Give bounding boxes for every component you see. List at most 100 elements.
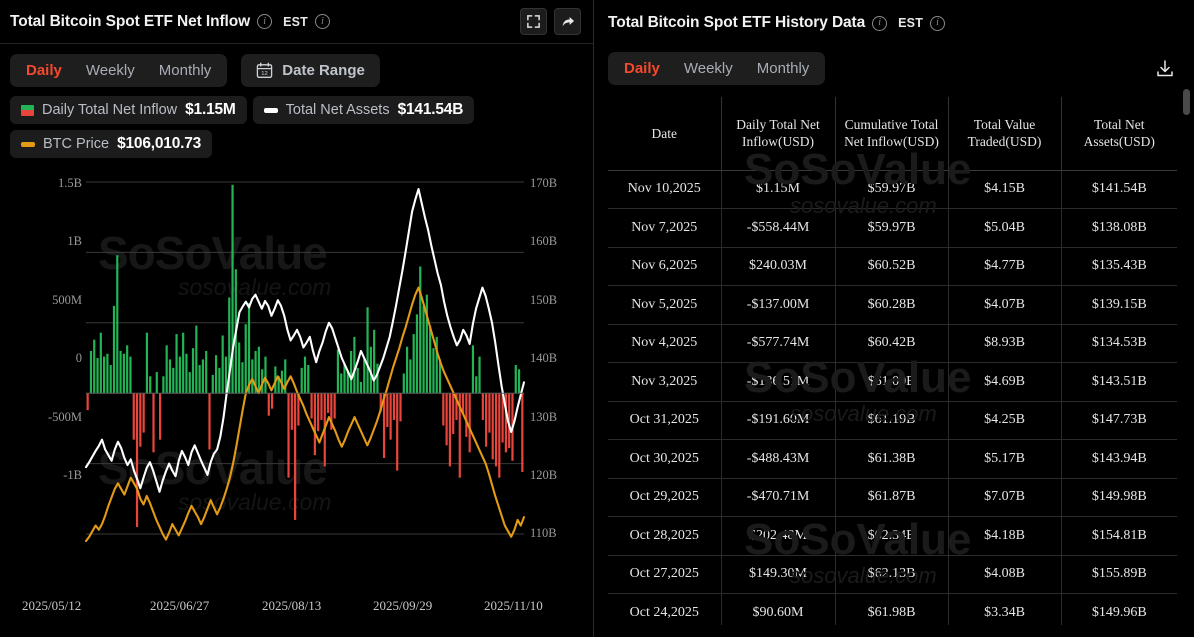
x-axis-tick-3: 2025/09/29 [373,598,433,613]
table-row[interactable]: Oct 29,2025 -$470.71M $61.87B $7.07B $149.98… [608,478,1177,517]
cell-total-net-assets: $149.96B [1061,593,1177,625]
table-row[interactable]: Nov 3,2025 -$186.51M $61.00B $4.69B $143.51B [608,362,1177,402]
cell-total-value-traded: $7.07B [948,478,1062,517]
history-tab-daily[interactable]: Daily [624,59,660,77]
table-row[interactable]: Oct 28,2025 $202.48M $62.34B $4.18B $154.81B [608,516,1177,556]
table-row[interactable]: Nov 10,2025 $1.15M $59.97B $4.15B $141.54B [608,169,1177,209]
col-header-cumulative-net-inflow[interactable]: Cumulative Total Net Inflow(USD) [835,97,949,171]
table-row[interactable]: Nov 7,2025 -$558.44M $59.97B $5.04B $138.08B [608,208,1177,248]
tab-monthly[interactable]: Monthly [158,61,212,79]
cell-cumulative-net-inflow: $59.97B [835,208,949,248]
cell-total-value-traded: $4.25B [948,401,1062,440]
cell-cumulative-net-inflow: $62.34B [835,516,949,556]
cell-cumulative-net-inflow: $59.97B [835,169,949,209]
cell-daily-net-inflow: $149.30M [721,555,836,594]
cell-cumulative-net-inflow: $62.13B [835,555,949,594]
table-row[interactable]: Nov 5,2025 -$137.00M $60.28B $4.07B $139.15B [608,285,1177,325]
table-row[interactable]: Oct 31,2025 -$191.60M $61.19B $4.25B $147.73… [608,401,1177,440]
history-panel-header: Total Bitcoin Spot ETF History Data i ES… [594,0,1194,46]
history-table-container[interactable]: SoSoValue sosovalue.com SoSoValue sosova… [594,85,1194,625]
history-timezone-info-circle-icon[interactable]: i [930,15,946,31]
y2-axis-tick-1: 160B [530,234,558,248]
net-inflow-chart[interactable]: SoSoValue sosovalue.com SoSoValue sosova… [0,166,594,586]
col-header-total-net-assets[interactable]: Total Net Assets(USD) [1061,97,1177,171]
cell-date: Oct 24,2025 [608,593,722,625]
table-row[interactable]: Nov 6,2025 $240.03M $60.52B $4.77B $135.43B [608,247,1177,286]
legend-label-total-net-assets: Total Net Assets [285,102,390,118]
y2-axis-tick-2: 150B [530,293,558,307]
table-header-row: Date Daily Total Net Inflow(USD) Cumulat… [608,97,1177,171]
page-title: Total Bitcoin Spot ETF Net Inflow [10,12,251,30]
cell-cumulative-net-inflow: $61.98B [835,593,949,625]
cell-total-net-assets: $143.94B [1061,439,1177,479]
cell-date: Oct 31,2025 [608,401,722,440]
cell-date: Nov 3,2025 [608,362,722,402]
fullscreen-icon [527,15,540,28]
cell-date: Oct 29,2025 [608,478,722,517]
col-header-date[interactable]: Date [608,97,722,171]
chart-plot-svg [84,181,526,543]
cell-total-net-assets: $134.53B [1061,324,1177,363]
share-button[interactable] [554,8,581,35]
history-info-circle-icon[interactable]: i [872,15,888,31]
table-row[interactable]: Oct 27,2025 $149.30M $62.13B $4.08B $155.89B [608,555,1177,594]
cell-date: Oct 30,2025 [608,439,722,479]
cell-total-value-traded: $3.34B [948,593,1062,625]
cell-daily-net-inflow: -$191.60M [721,401,836,440]
cell-cumulative-net-inflow: $61.19B [835,401,949,440]
download-button[interactable] [1150,54,1180,84]
history-tab-monthly[interactable]: Monthly [756,59,810,77]
cell-cumulative-net-inflow: $61.00B [835,362,949,402]
cell-total-value-traded: $4.69B [948,362,1062,402]
x-axis-tick-2: 2025/08/13 [262,598,322,613]
cell-daily-net-inflow: $202.48M [721,516,836,556]
legend-item-daily-net-inflow[interactable]: Daily Total Net Inflow $1.15M [10,96,247,124]
cell-daily-net-inflow: -$558.44M [721,208,836,248]
history-table-body: Nov 10,2025 $1.15M $59.97B $4.15B $141.54B No… [608,169,1177,625]
cell-total-value-traded: $4.77B [948,247,1062,286]
cell-total-value-traded: $4.15B [948,169,1062,209]
history-controls: Daily Weekly Monthly [594,46,1194,85]
y2-axis-tick-5: 120B [530,468,558,482]
cell-total-value-traded: $5.04B [948,208,1062,248]
info-circle-icon[interactable]: i [257,14,273,29]
date-range-button[interactable]: 12 Date Range [241,54,380,87]
cell-daily-net-inflow: -$137.00M [721,285,836,325]
history-tab-weekly[interactable]: Weekly [683,59,733,77]
cell-daily-net-inflow: $1.15M [721,169,836,209]
cell-daily-net-inflow: $90.60M [721,593,836,625]
table-scrollbar-thumb[interactable] [1183,89,1190,115]
cell-date: Oct 28,2025 [608,516,722,556]
fullscreen-button[interactable] [520,8,547,35]
history-period-tabs[interactable]: Daily Weekly Monthly [608,52,826,85]
legend-item-btc-price[interactable]: BTC Price $106,010.73 [10,130,213,158]
cell-cumulative-net-inflow: $61.38B [835,439,949,479]
table-row[interactable]: Oct 30,2025 -$488.43M $61.38B $5.17B $143.94… [608,439,1177,479]
col-header-total-value-traded[interactable]: Total Value Traded(USD) [948,97,1062,171]
cell-total-value-traded: $4.08B [948,555,1062,594]
legend-value-total-net-assets: $141.54B [397,101,464,118]
cell-cumulative-net-inflow: $60.42B [835,324,949,363]
cell-daily-net-inflow: $240.03M [721,247,836,286]
y-axis-tick-4: -500M [47,410,82,424]
legend-item-total-net-assets[interactable]: Total Net Assets $141.54B [252,96,475,124]
cell-total-net-assets: $155.89B [1061,555,1177,594]
y2-axis-tick-0: 170B [530,176,558,190]
cell-total-value-traded: $4.07B [948,285,1062,325]
split-green-red-swatch-icon [21,104,34,116]
table-row[interactable]: Nov 4,2025 -$577.74M $60.42B $8.93B $134.53B [608,324,1177,363]
timezone-info-circle-icon[interactable]: i [315,14,331,29]
y2-axis-tick-3: 140B [530,351,558,365]
cell-total-net-assets: $147.73B [1061,401,1177,440]
cell-total-net-assets: $139.15B [1061,285,1177,325]
cell-total-value-traded: $4.18B [948,516,1062,556]
y-axis-tick-5: -1B [63,468,82,482]
table-row[interactable]: Oct 24,2025 $90.60M $61.98B $3.34B $149.96B [608,593,1177,625]
tab-weekly[interactable]: Weekly [85,61,135,79]
tab-daily[interactable]: Daily [26,61,62,79]
chart-period-tabs[interactable]: Daily Weekly Monthly [10,54,228,87]
history-table-head: Date Daily Total Net Inflow(USD) Cumulat… [608,97,1177,171]
cell-total-net-assets: $149.98B [1061,478,1177,517]
col-header-daily-net-inflow[interactable]: Daily Total Net Inflow(USD) [721,97,836,171]
